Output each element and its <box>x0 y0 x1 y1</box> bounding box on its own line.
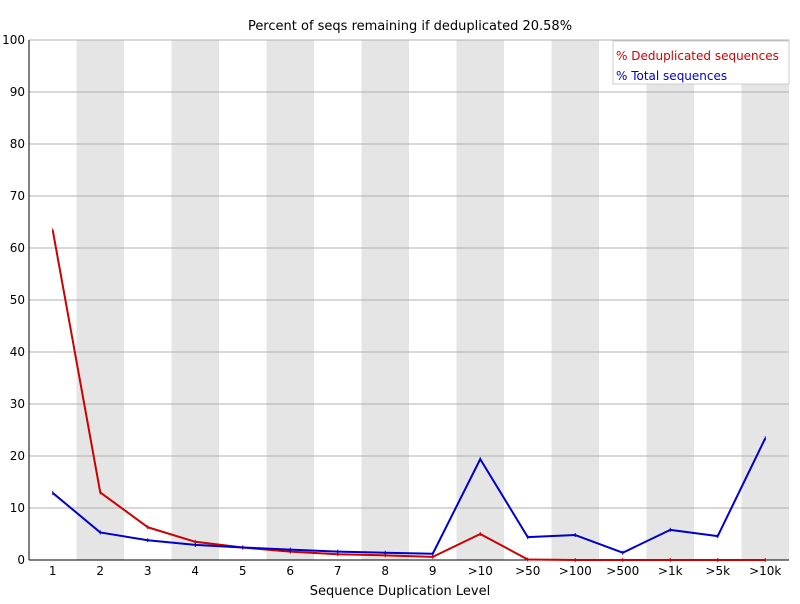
x-tick-label: 8 <box>381 564 389 578</box>
x-tick-label: 6 <box>286 564 294 578</box>
y-tick-label: 20 <box>10 449 25 463</box>
x-tick-labels: 1 2 3 4 5 6 7 8 9 >10 >50 >100 >500 >1k >5k >10k <box>49 564 782 578</box>
x-tick-label: 7 <box>334 564 342 578</box>
x-tick-label: 2 <box>96 564 104 578</box>
x-tick-label: >1k <box>658 564 683 578</box>
y-tick-label: 70 <box>10 189 25 203</box>
x-tick-label: >10 <box>468 564 493 578</box>
x-tick-label: 9 <box>429 564 437 578</box>
x-tick-label: 3 <box>144 564 152 578</box>
y-tick-label: 50 <box>10 293 25 307</box>
y-tick-label: 80 <box>10 137 25 151</box>
chart-title: Percent of seqs remaining if deduplicate… <box>248 19 572 34</box>
y-tick-label: 10 <box>10 501 25 515</box>
x-tick-label: >5k <box>705 564 730 578</box>
y-tick-label: 30 <box>10 397 25 411</box>
y-tick-label: 90 <box>10 85 25 99</box>
grid-lines <box>29 39 789 509</box>
y-tick-labels: 0 10 20 30 40 50 60 70 80 90 100 <box>2 33 25 567</box>
y-tick-label: 0 <box>17 553 25 567</box>
y-tick-label: 60 <box>10 241 25 255</box>
series-total <box>52 436 767 556</box>
x-tick-label: >500 <box>606 564 639 578</box>
y-tick-label: 40 <box>10 345 25 359</box>
x-tick-label: >100 <box>559 564 592 578</box>
x-axis-label: Sequence Duplication Level <box>310 584 490 599</box>
x-tick-label: 4 <box>191 564 199 578</box>
x-tick-label: >10k <box>749 564 781 578</box>
x-tick-label: 5 <box>239 564 247 578</box>
legend-entry: % Deduplicated sequences <box>616 49 779 63</box>
x-tick-label: 1 <box>49 564 57 578</box>
legend-box <box>612 40 790 85</box>
x-tick-label: >50 <box>515 564 540 578</box>
series-line <box>51 230 766 561</box>
legend-entry: % Total sequences <box>616 69 727 83</box>
legend-items: % Deduplicated sequences % Total sequence… <box>616 49 779 83</box>
series-line <box>52 437 767 555</box>
legend: % Deduplicated sequences % Total sequence… <box>612 40 790 85</box>
y-tick-label: 100 <box>2 33 25 47</box>
series-lines <box>51 228 767 562</box>
